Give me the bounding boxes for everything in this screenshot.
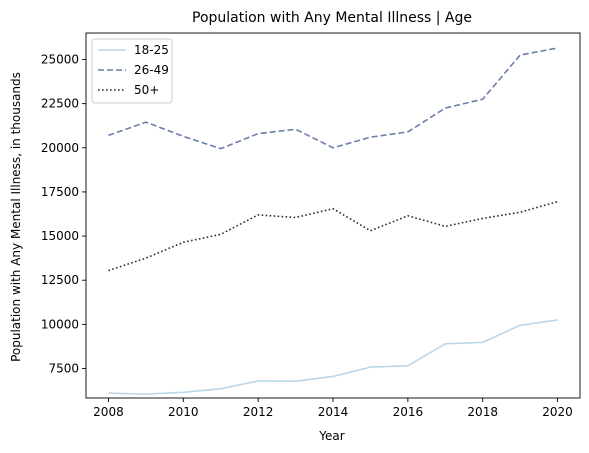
y-axis-label: Population with Any Mental Illness, in t… <box>9 72 23 362</box>
x-tick-label: 2008 <box>93 405 124 419</box>
y-tick-label: 10000 <box>41 317 79 331</box>
y-tick-label: 22500 <box>41 97 79 111</box>
y-tick-label: 12500 <box>41 273 79 287</box>
legend-label: 50+ <box>134 83 159 97</box>
x-axis-label: Year <box>318 429 344 443</box>
x-tick-label: 2014 <box>318 405 349 419</box>
series-line-26-49 <box>108 48 557 149</box>
y-tick-label: 15000 <box>41 229 79 243</box>
x-tick-label: 2020 <box>542 405 573 419</box>
x-tick-label: 2016 <box>393 405 424 419</box>
x-axis: 2008 2010 2012 2014 2016 2018 2020 <box>93 398 573 419</box>
x-tick-label: 2012 <box>243 405 274 419</box>
legend-label: 18-25 <box>134 43 169 57</box>
x-tick-label: 2010 <box>168 405 199 419</box>
series-line-50+ <box>108 202 557 271</box>
series-layer <box>108 48 557 394</box>
y-axis: 7500 10000 12500 15000 17500 20000 22500 25000 <box>41 52 86 375</box>
y-tick-label: 25000 <box>41 52 79 66</box>
series-line-18-25 <box>108 320 557 394</box>
legend: 18-25 26-49 50+ <box>92 39 172 103</box>
y-tick-label: 7500 <box>48 362 79 376</box>
chart-title: Population with Any Mental Illness | Age <box>192 10 472 26</box>
y-tick-label: 17500 <box>41 185 79 199</box>
y-tick-label: 20000 <box>41 141 79 155</box>
x-tick-label: 2018 <box>467 405 498 419</box>
legend-label: 26-49 <box>134 63 169 77</box>
